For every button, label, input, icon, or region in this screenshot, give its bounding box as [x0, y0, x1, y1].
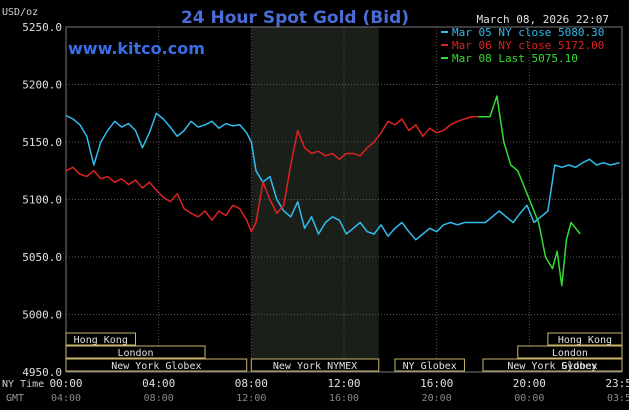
- x-tick-label-gmt: 20:00: [422, 393, 452, 404]
- series-line: [65, 115, 479, 233]
- x-tick-label-ny: 12:00: [327, 377, 360, 390]
- session-label: New York NYMEX: [273, 361, 357, 372]
- session-label: Hong Kong: [558, 335, 612, 346]
- x-tick-label-gmt: 03:59: [607, 393, 629, 404]
- session-bar: [517, 345, 623, 359]
- y-tick-label: 4950.0: [22, 366, 62, 379]
- session-label: New York Globex: [507, 361, 597, 372]
- y-tick-labels: 5250.0 5200.0 5150.0 5100.0 5050.0 5000.0 4950…: [22, 21, 62, 379]
- session-bar: [250, 358, 380, 372]
- gridlines: [65, 26, 623, 373]
- x-tick-label-gmt: 16:00: [329, 393, 359, 404]
- x-tick-label-ny: 00:00: [49, 377, 82, 390]
- session-bar: [547, 332, 623, 346]
- ny-time-caption: NY Time: [2, 379, 44, 390]
- session-bar: [65, 345, 206, 359]
- price-lines: [65, 95, 620, 287]
- x-tick-label-gmt: 12:00: [236, 393, 266, 404]
- chart-title: 24 Hour Spot Gold (Bid): [181, 8, 409, 28]
- x-tick-label-gmt: 00:00: [514, 393, 544, 404]
- session-label: New York Globex: [111, 361, 201, 372]
- y-tick-label: 5000.0: [22, 309, 62, 322]
- session-label: London: [117, 348, 153, 359]
- plot-frame: [65, 26, 623, 373]
- y-tick-label: 5200.0: [22, 79, 62, 92]
- y-tick-label: 5050.0: [22, 251, 62, 264]
- source-watermark: www.kitco.com: [68, 39, 205, 58]
- session-label: NY Globex: [403, 361, 457, 372]
- legend-entry: Mar 06 NY close 5172.00: [452, 39, 604, 52]
- x-tick-label-ny: 08:00: [235, 377, 268, 390]
- x-tick-label-gmt: 04:00: [51, 393, 81, 404]
- x-tick-label-ny: 20:00: [513, 377, 546, 390]
- y-axis-label: USD/oz: [2, 7, 38, 18]
- x-tick-labels: 00:00 04:00 04:00 08:00 08:00 12:00 12:00 16:00…: [49, 377, 629, 404]
- gmt-caption: GMT: [6, 393, 24, 404]
- session-label: Hong Kong: [74, 335, 128, 346]
- market-sessions: Hong Kong Hong Kong London London New York G…: [65, 332, 623, 372]
- session-bar: [65, 358, 248, 372]
- y-tick-label: 5250.0: [22, 21, 62, 34]
- x-tick-label-gmt: 08:00: [144, 393, 174, 404]
- session-bar: [394, 358, 465, 372]
- legend-entry: Mar 08 Last 5075.10: [452, 52, 578, 65]
- y-tick-label: 5100.0: [22, 194, 62, 207]
- series-line: [478, 95, 581, 287]
- series-line: [65, 112, 620, 241]
- y-tick-label: 5150.0: [22, 136, 62, 149]
- session-label: Sydney: [561, 361, 597, 372]
- session-bar: [482, 358, 623, 372]
- chart-timestamp: March 08, 2026 22:07: [477, 13, 609, 26]
- session-bar: [65, 332, 136, 346]
- x-tick-label-ny: 23:59: [605, 377, 629, 390]
- x-tick-label-ny: 04:00: [142, 377, 175, 390]
- legend-entry: Mar 05 NY close 5080.30: [452, 26, 604, 39]
- session-label: London: [552, 348, 588, 359]
- x-tick-label-ny: 16:00: [420, 377, 453, 390]
